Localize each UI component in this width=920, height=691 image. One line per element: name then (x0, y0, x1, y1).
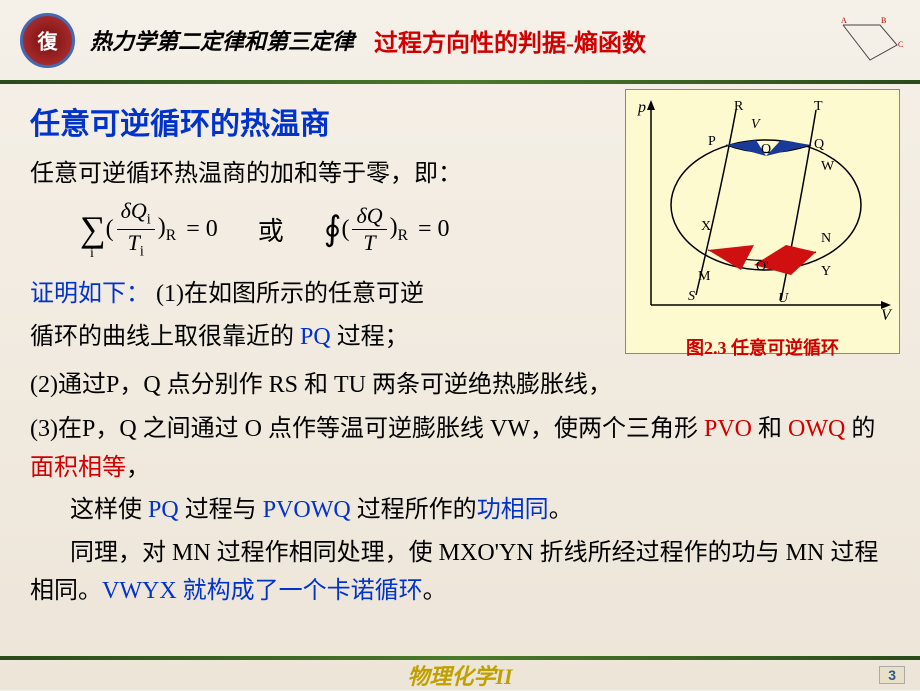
svg-text:V: V (881, 307, 893, 324)
svg-text:X: X (701, 219, 711, 234)
step1-pq: PQ (294, 324, 337, 350)
step3-line: (3)在P，Q 之间通过 O 点作等温可逆膨胀线 VW，使两个三角形 PVO 和… (30, 410, 890, 487)
header-left-title: 热力学第二定律和第三定律 (90, 24, 354, 56)
step3-and: 和 (758, 416, 782, 442)
result-pq: PQ (142, 497, 185, 523)
paren-close-r: )R (158, 214, 176, 245)
result-line: 这样使 PQ 过程与 PVOWQ 过程所作的功相同。 (70, 491, 890, 529)
similarly-end: 。 (423, 578, 447, 604)
header-right-title: 过程方向性的判据-熵函数 (374, 23, 646, 58)
step3-pvo: PVO (698, 416, 758, 442)
step3-c: ， (126, 455, 150, 481)
svg-text:N: N (821, 231, 831, 246)
diagram-caption: 图2.3 任意可逆循环 (626, 330, 899, 360)
step1-b: 循环的曲线上取很靠近的 (30, 324, 294, 350)
eq-zero-1: = 0 (186, 216, 218, 243)
slide-footer: 物理化学II 3 (0, 656, 920, 690)
or-label: 或 (258, 211, 284, 248)
svg-text:U: U (778, 291, 789, 306)
step3-b: 的 (851, 416, 875, 442)
svg-text:T: T (814, 99, 823, 114)
result-work: 功相同 (477, 497, 549, 523)
svg-text:V: V (751, 117, 761, 132)
similarly-vwyx: VWYX 就构成了一个卡诺循环 (102, 578, 423, 604)
footer-title: 物理化学II (407, 659, 512, 691)
result-pvowq: PVOWQ (257, 497, 357, 523)
step2-line: (2)通过P，Q 点分别作 RS 和 TU 两条可逆绝热膨胀线， (30, 366, 890, 404)
corner-diagram: A B C (835, 15, 905, 65)
pv-diagram-svg: p V R T V P O Q W X N M O' Y S U (626, 90, 901, 325)
step3-owq: OWQ (782, 416, 851, 442)
fraction-1: δQi Ti (117, 198, 155, 260)
university-logo (20, 13, 75, 68)
svg-text:W: W (821, 159, 835, 174)
svg-text:R: R (734, 99, 744, 114)
step3-area: 面积相等 (30, 455, 126, 481)
result-a: 这样使 (70, 497, 142, 523)
corner-label-c: C (898, 40, 903, 49)
similarly-line: 同理，对 MN 过程作相同处理，使 MXO'YN 折线所经过程作的功与 MN 过… (30, 534, 890, 611)
eq-zero-2: = 0 (418, 216, 450, 243)
slide-content: p V R T V P O Q W X N M O' Y S U 图2.3 (0, 84, 920, 629)
sigma-symbol: ∑i (80, 208, 106, 250)
svg-text:Y: Y (821, 264, 831, 279)
result-b: 过程与 (185, 497, 257, 523)
corner-label-a: A (841, 16, 847, 25)
result-d: 。 (549, 497, 573, 523)
paren-close-r-2: )R (390, 214, 408, 245)
contour-integral-symbol: ∮ (324, 209, 342, 249)
svg-text:O': O' (756, 259, 769, 274)
svg-text:P: P (708, 134, 716, 149)
svg-text:O: O (761, 142, 771, 157)
corner-label-b: B (881, 16, 886, 25)
step1-a: (1)在如图所示的任意可逆 (156, 281, 424, 307)
pv-diagram: p V R T V P O Q W X N M O' Y S U 图2.3 (625, 89, 900, 354)
fraction-2: δQ T (352, 203, 386, 256)
svg-text:Q: Q (814, 137, 824, 152)
svg-text:M: M (698, 269, 711, 284)
step1-c: 过程； (337, 324, 409, 350)
proof-label: 证明如下： (30, 281, 150, 307)
step3-a: (3)在P，Q 之间通过 O 点作等温可逆膨胀线 VW，使两个三角形 (30, 416, 698, 442)
svg-text:S: S (688, 289, 695, 304)
page-number: 3 (879, 666, 905, 684)
result-c: 过程所作的 (357, 497, 477, 523)
paren-open-2: ( (341, 216, 349, 243)
slide-header: 热力学第二定律和第三定律 过程方向性的判据-熵函数 A B C (0, 0, 920, 80)
paren-open: ( (106, 216, 114, 243)
svg-text:p: p (637, 99, 646, 116)
